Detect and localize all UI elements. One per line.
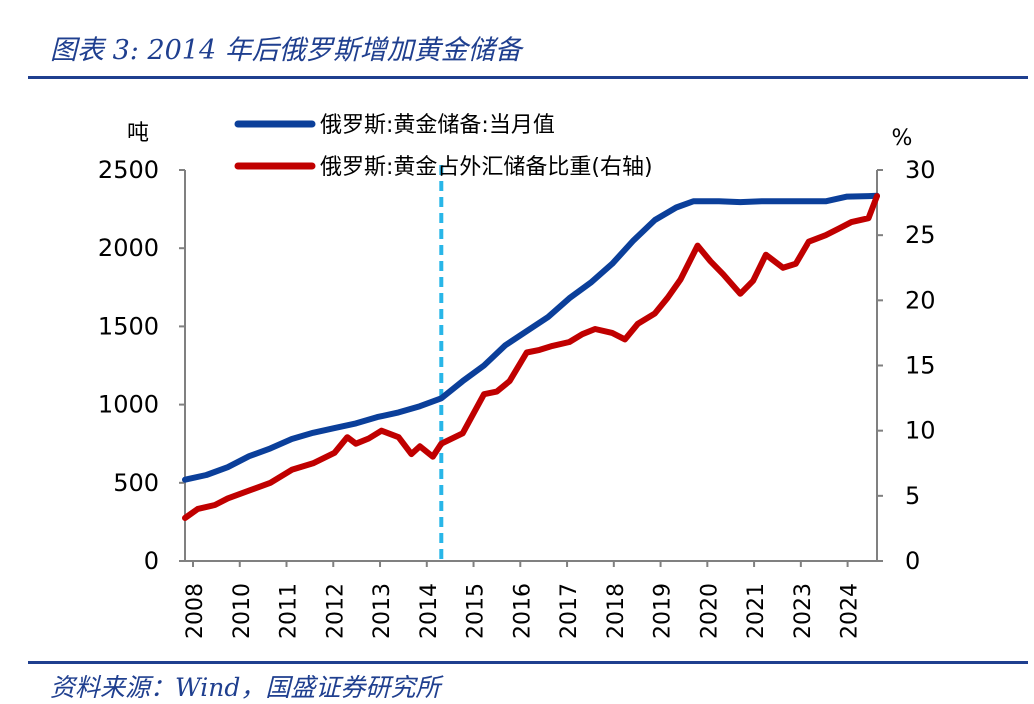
series-line-gold-reserve [182, 192, 880, 483]
x-tick-label: 2021 [744, 583, 769, 639]
y-tick-label-left: 2000 [98, 234, 159, 262]
x-tick-label: 2024 [838, 583, 863, 639]
y-tick-label-right: 5 [905, 482, 920, 510]
y-axis-right-unit: % [892, 126, 913, 151]
y-tick-label-right: 10 [905, 417, 936, 445]
y-tick-label-right: 25 [905, 221, 936, 249]
x-tick-label: 2020 [697, 583, 722, 639]
y-tick-label-right: 0 [905, 547, 920, 575]
x-tick-label: 2011 [277, 583, 302, 639]
x-tick-label: 2012 [323, 583, 348, 639]
figure-title: 图表 3: 2014 年后俄罗斯增加黄金储备 [50, 35, 522, 66]
y-tick-label-right: 20 [905, 286, 936, 314]
x-tick-label: 2008 [183, 583, 208, 639]
x-tick-label: 2013 [370, 583, 395, 639]
x-tick-label: 2015 [464, 583, 489, 639]
title-rule [28, 76, 1028, 79]
series-line-gold-share [182, 193, 880, 521]
x-tick-label: 2014 [417, 583, 442, 639]
source-rule [28, 661, 1028, 664]
legend-label: 俄罗斯:黄金占外汇储备比重(右轴) [320, 155, 653, 180]
x-tick-label: 2017 [557, 583, 582, 639]
source-note: 资料来源：Wind，国盛证券研究所 [50, 673, 441, 702]
x-tick-label: 2016 [510, 583, 535, 639]
y-axis-left-unit: 吨 [127, 121, 149, 146]
x-tick-label: 2023 [791, 583, 816, 639]
legend-label: 俄罗斯:黄金储备:当月值 [320, 113, 555, 138]
y-tick-label-left: 500 [113, 469, 159, 497]
y-tick-label-left: 2500 [98, 156, 159, 184]
x-tick-label: 2010 [230, 583, 255, 639]
chart: 0 500 1000 1500 2000 2500 0 5 10 15 20 25 30 吨 % 2008 20… [98, 113, 936, 639]
y-tick-label-right: 30 [905, 156, 936, 184]
y-tick-label-left: 1000 [98, 391, 159, 419]
x-tick-label: 2019 [651, 583, 676, 639]
y-tick-label-right: 15 [905, 352, 936, 380]
y-tick-label-left: 0 [144, 547, 159, 575]
x-tick-label: 2018 [604, 583, 629, 639]
y-tick-label-left: 1500 [98, 312, 159, 340]
